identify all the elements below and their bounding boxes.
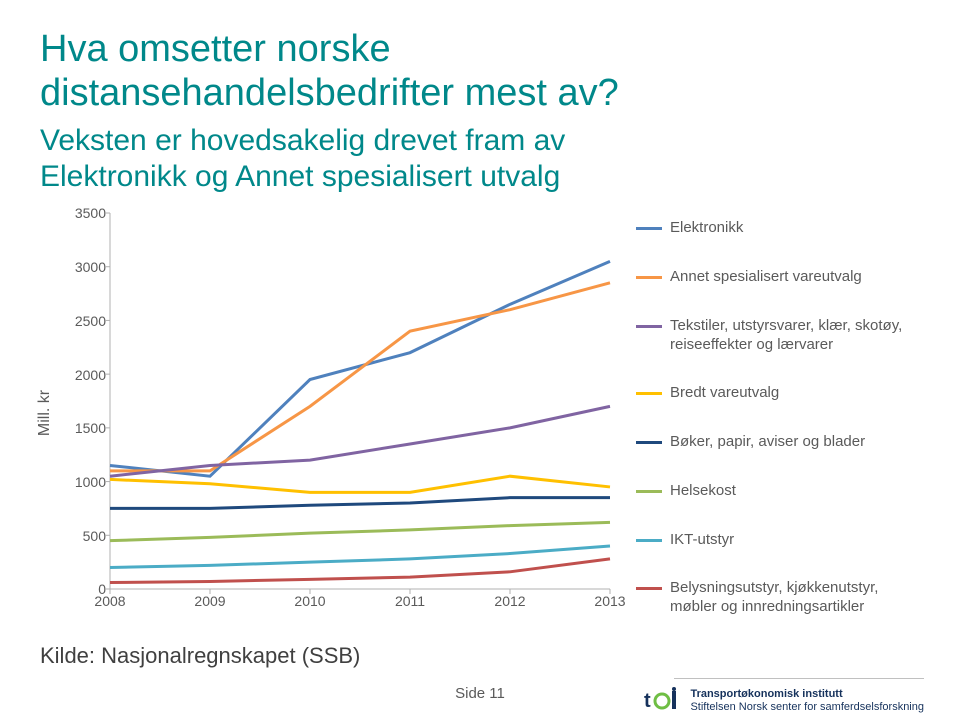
series-line — [110, 477, 610, 493]
slide-title: Hva omsetter norske distansehandelsbedri… — [40, 28, 920, 115]
legend-label: Bøker, papir, aviser og blader — [670, 433, 865, 452]
x-tick-label: 2009 — [194, 593, 225, 609]
footer-logo: t Transportøkonomisk institutt Stiftelse… — [644, 687, 924, 715]
footer-org-line-1: Transportøkonomisk institutt — [690, 688, 842, 700]
page-number: Side 11 — [455, 685, 505, 702]
legend-item: Belysningsutstyr, kjøkkenutstyr, møbler … — [636, 579, 920, 617]
plot-column: 0500100015002000250030003500 20082009201… — [70, 213, 610, 613]
y-tick-label: 1500 — [75, 420, 106, 436]
source-label: Kilde: Nasjonalregnskapet (SSB) — [40, 643, 920, 669]
y-tick-label: 1000 — [75, 474, 106, 490]
legend-item: Tekstiler, utstyrsvarer, klær, skotøy, r… — [636, 317, 920, 355]
y-tick-label: 3000 — [75, 259, 106, 275]
title-line-2: distansehandelsbedrifter mest av? — [40, 72, 619, 114]
legend-item: IKT-utstyr — [636, 531, 920, 550]
legend-label: Annet spesialisert vareutvalg — [670, 268, 862, 287]
series-line — [110, 523, 610, 541]
legend-item: Bredt vareutvalg — [636, 384, 920, 403]
series-line — [110, 498, 610, 509]
legend-label: Elektronikk — [670, 219, 743, 238]
legend-swatch — [636, 539, 662, 542]
legend-swatch — [636, 392, 662, 395]
x-tick-label: 2012 — [494, 593, 525, 609]
subtitle-line-1: Veksten er hovedsakelig drevet fram av — [40, 124, 565, 157]
title-line-1: Hva omsetter norske — [40, 28, 391, 70]
legend-label: Belysningsutstyr, kjøkkenutstyr, møbler … — [670, 579, 920, 617]
line-chart-svg — [110, 213, 610, 589]
legend-label: IKT-utstyr — [670, 531, 734, 550]
x-tick-label: 2013 — [594, 593, 625, 609]
legend-swatch — [636, 490, 662, 493]
x-tick-label: 2008 — [94, 593, 125, 609]
series-line — [110, 546, 610, 567]
legend-item: Helsekost — [636, 482, 920, 501]
series-line — [110, 283, 610, 471]
toi-logo-icon: t — [644, 687, 680, 715]
legend-swatch — [636, 325, 662, 328]
y-tick-label: 500 — [83, 528, 106, 544]
footer-org-line-2: Stiftelsen Norsk senter for samferdselsf… — [690, 701, 924, 713]
plot-area — [110, 213, 610, 589]
slide: Hva omsetter norske distansehandelsbedri… — [0, 0, 960, 727]
legend-swatch — [636, 441, 662, 444]
footer-divider — [674, 678, 924, 679]
y-axis-label-box: Mill. kr — [40, 213, 70, 613]
footer-logo-text: Transportøkonomisk institutt Stiftelsen … — [690, 688, 924, 713]
legend-label: Bredt vareutvalg — [670, 384, 779, 403]
footer: Side 11 t Transportøkonomisk institutt S… — [0, 671, 960, 715]
legend-swatch — [636, 587, 662, 590]
legend-label: Tekstiler, utstyrsvarer, klær, skotøy, r… — [670, 317, 920, 355]
chart-area: Mill. kr 0500100015002000250030003500 20… — [40, 213, 920, 613]
slide-subtitle: Veksten er hovedsakelig drevet fram av E… — [40, 123, 920, 195]
x-tick-label: 2010 — [294, 593, 325, 609]
subtitle-line-2: Elektronikk og Annet spesialisert utvalg — [40, 160, 560, 193]
series-line — [110, 559, 610, 583]
legend-item: Annet spesialisert vareutvalg — [636, 268, 920, 287]
series-line — [110, 407, 610, 477]
legend-item: Elektronikk — [636, 219, 920, 238]
legend-item: Bøker, papir, aviser og blader — [636, 433, 920, 452]
legend-swatch — [636, 227, 662, 230]
svg-text:t: t — [644, 690, 651, 712]
y-axis: 0500100015002000250030003500 — [70, 213, 110, 613]
y-axis-label: Mill. kr — [36, 390, 54, 436]
y-tick-label: 2000 — [75, 367, 106, 383]
y-tick-label: 3500 — [75, 205, 106, 221]
legend-swatch — [636, 276, 662, 279]
legend: Elektronikk Annet spesialisert vareutvalg… — [610, 213, 920, 613]
legend-label: Helsekost — [670, 482, 736, 501]
x-tick-label: 2011 — [395, 593, 425, 609]
y-tick-label: 2500 — [75, 313, 106, 329]
x-axis: 200820092010201120122013 — [110, 589, 610, 613]
